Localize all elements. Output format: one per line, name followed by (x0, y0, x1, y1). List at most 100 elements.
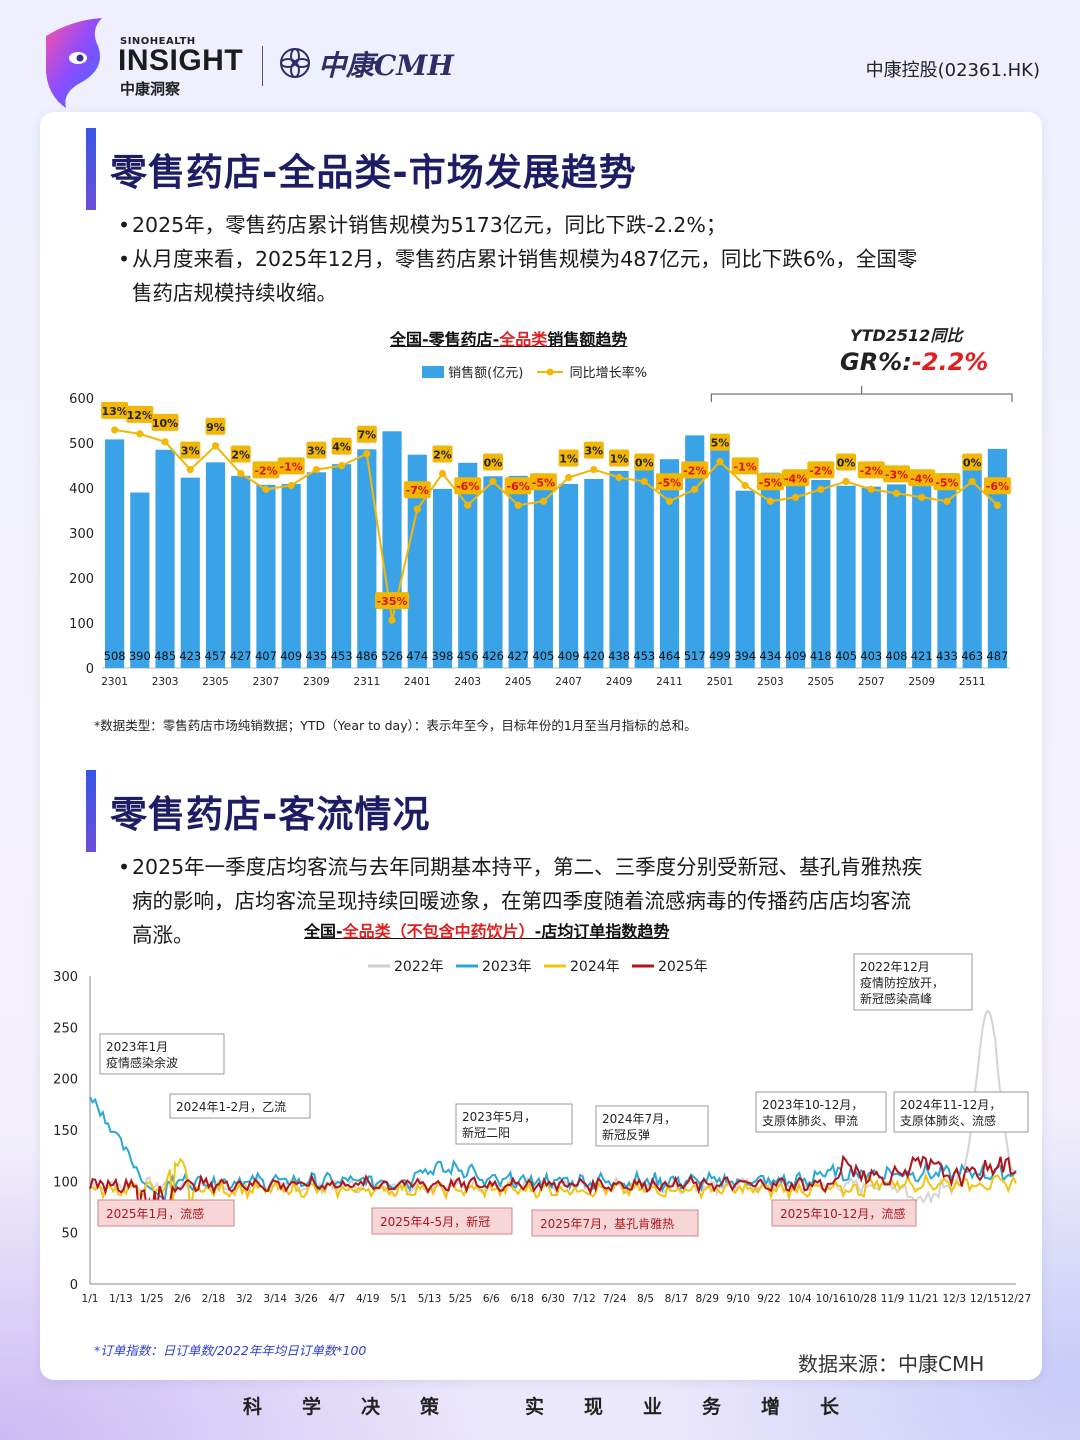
x-tick-label: 2/6 (174, 1293, 191, 1305)
growth-label-box (432, 445, 453, 463)
x-tick-label: 5/13 (418, 1293, 442, 1305)
y-tick-label: 200 (69, 572, 94, 587)
x-tick-label: 2301 (101, 676, 128, 688)
growth-label: 1% (559, 452, 578, 465)
bar-value-label: 420 (583, 649, 605, 663)
chart2-title-b: -店均订单指数趋势 (534, 922, 670, 941)
growth-label: -5% (759, 476, 782, 489)
x-tick-label: 12/15 (970, 1293, 1000, 1305)
slogan-char: 长 (820, 1396, 840, 1418)
bar-value-label: 434 (759, 649, 781, 663)
bar-value-label: 398 (432, 649, 454, 663)
legend-label: 2022年 (394, 959, 444, 975)
annotation-red-box (371, 1207, 513, 1235)
annotation-callout-text: 2023年5月， (462, 1110, 536, 1124)
growth-point (741, 481, 749, 490)
growth-label: -4% (910, 472, 933, 485)
growth-label-box (681, 461, 709, 479)
x-tick-label: 2403 (454, 676, 481, 688)
brand-cn: 中康洞察 (120, 80, 181, 98)
growth-label-box (454, 477, 482, 495)
series-line (89, 1154, 1017, 1218)
annotation-callout-box (169, 1093, 311, 1119)
legend-label: 2024年 (570, 959, 620, 975)
x-tick-label: 8/5 (637, 1293, 654, 1305)
growth-label: 9% (206, 421, 225, 434)
annotation-callout-text: 2024年7月， (602, 1112, 676, 1126)
annotation-callout-box (455, 1103, 573, 1145)
slogan-char: 增 (761, 1396, 781, 1418)
y-tick-label: 300 (53, 970, 78, 985)
bar (231, 475, 251, 668)
x-tick-label: 2401 (404, 676, 431, 688)
ytd-label: YTD2512同比 (850, 326, 963, 345)
bar (458, 462, 478, 668)
brand-title: INSIGHT (118, 44, 244, 77)
x-tick-label: 9/22 (757, 1293, 781, 1305)
section1-bullet-2-text: 从月度来看，2025年12月，零售药店累计销售规模为487亿元，同比下跌6%，全… (132, 247, 918, 271)
x-tick-label: 8/17 (665, 1293, 689, 1305)
chart2-title-a: 全国- (304, 922, 343, 941)
growth-label-box (101, 401, 129, 419)
growth-label-box (375, 592, 410, 610)
growth-label: -1% (280, 460, 303, 473)
annotation-callout-box (893, 1091, 1029, 1133)
growth-label-box (656, 473, 683, 491)
growth-label: -2% (254, 464, 277, 477)
x-tick-label: 3/2 (236, 1293, 253, 1305)
gr-prefix: GR%: (840, 348, 912, 376)
x-tick-label: 8/29 (696, 1293, 720, 1305)
bar-value-label: 499 (709, 649, 731, 663)
growth-label-box (126, 405, 154, 423)
bar (407, 454, 427, 668)
growth-label: -2% (860, 464, 883, 477)
bar (432, 488, 453, 668)
bar-value-label: 409 (558, 649, 580, 663)
growth-label-box (230, 445, 251, 463)
growth-label: -6% (456, 480, 479, 493)
section2-bullet-1-text: 2025年一季度店均客流与去年同期基本持平，第二、三季度分别受新冠、基孔肯雅热疾 (132, 855, 923, 879)
bar-value-label: 457 (205, 649, 227, 663)
annotation-callout-text: 2023年10-12月， (762, 1098, 863, 1112)
gr-value: -2.2% (911, 348, 989, 376)
bar-value-label: 463 (961, 649, 983, 663)
growth-label: 1% (610, 452, 629, 465)
growth-label: 3% (307, 445, 326, 458)
x-tick-label: 3/26 (294, 1293, 318, 1305)
bar (685, 435, 705, 668)
bar (836, 485, 856, 668)
bar (382, 431, 402, 668)
legend-bar-label: 销售额(亿元) (448, 366, 524, 381)
annotation-callout-text: 支原体肺炎、流感 (900, 1113, 996, 1128)
bar (205, 462, 226, 668)
growth-label: -6% (507, 480, 530, 493)
x-tick-label: 10/28 (847, 1293, 877, 1305)
growth-label-box (634, 453, 655, 471)
bar-value-label: 453 (633, 649, 655, 663)
bar (710, 443, 730, 668)
bar-value-label: 526 (381, 649, 403, 663)
growth-point (691, 485, 699, 493)
x-tick-label: 5/25 (449, 1293, 473, 1305)
slogan-char: 业 (643, 1396, 663, 1418)
x-tick-label: 4/19 (356, 1293, 380, 1305)
growth-label: 13% (101, 405, 127, 418)
annotation-callout-text: 2024年11-12月， (900, 1098, 1001, 1112)
header-divider (262, 46, 263, 86)
growth-point (388, 616, 396, 624)
x-tick-label: 2407 (555, 676, 582, 688)
growth-label-box (529, 473, 557, 491)
growth-label: -4% (784, 472, 807, 485)
growth-label-box (356, 425, 377, 443)
y-tick-label: 0 (86, 662, 94, 677)
bar-value-label: 486 (356, 649, 378, 663)
y-tick-label: 150 (53, 1124, 78, 1139)
gr-label: GR%:-2.2% (840, 348, 988, 376)
annotation-callout-box (99, 1033, 225, 1075)
bar (559, 483, 579, 668)
x-tick-label: 2405 (505, 676, 532, 688)
annotation-red-box (97, 1199, 235, 1227)
chart1-footnote: *数据类型：零售药店市场纯销数据；YTD（Year to day）：表示年至今，… (94, 718, 697, 733)
growth-label-box (151, 413, 179, 431)
data-source: 数据来源：中康CMH (798, 1352, 985, 1376)
